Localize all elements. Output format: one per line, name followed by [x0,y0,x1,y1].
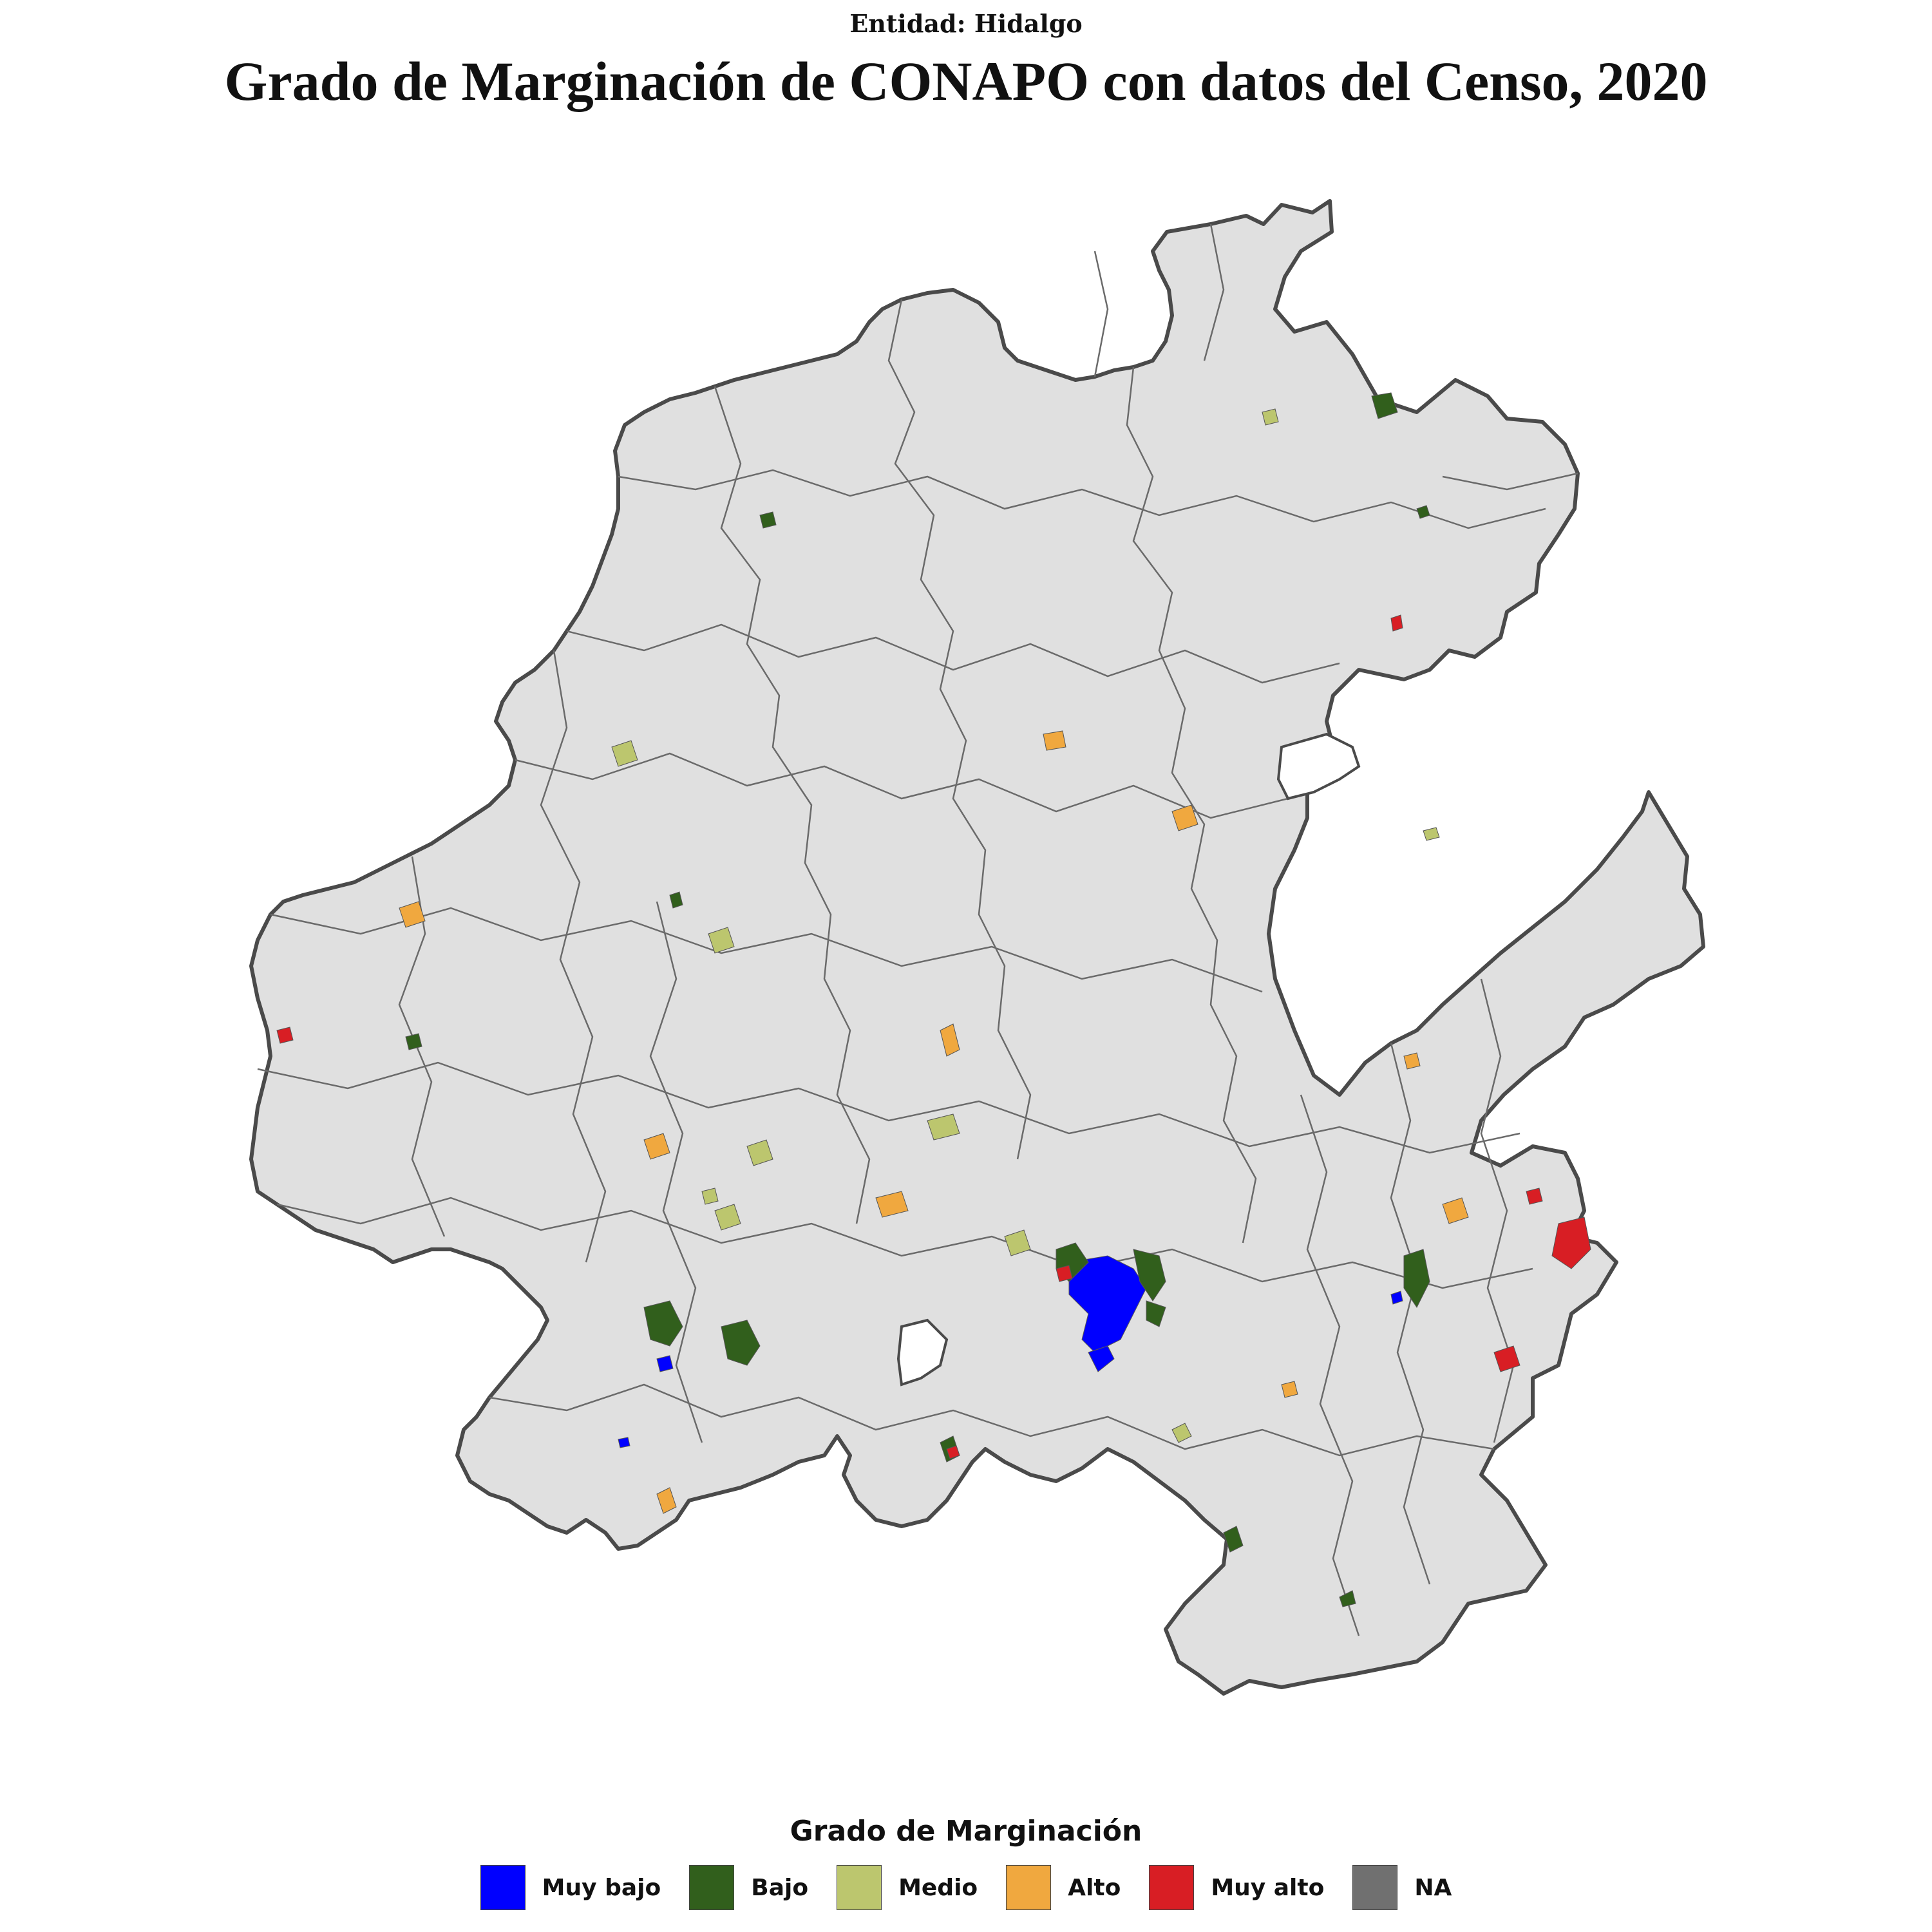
legend-item-bajo: Bajo [689,1865,808,1910]
legend-label-medio: Medio [898,1874,978,1901]
locality-bajo [1339,1590,1356,1607]
locality-bajo [1146,1300,1166,1327]
locality-alto [1171,804,1198,831]
locality-alto [940,1023,960,1057]
locality-muy-alto [1493,1345,1520,1372]
locality-medio [701,1188,719,1205]
legend-swatch-medio [837,1865,882,1910]
locality-medio [714,1204,741,1231]
legend-label-alto: Alto [1068,1874,1121,1901]
legend-swatch-alto [1006,1865,1052,1910]
locality-muy-bajo [1390,1291,1403,1305]
locality-medio [1262,408,1279,426]
locality-muy-bajo [618,1437,630,1448]
legend-item-alto: Alto [1006,1865,1121,1910]
locality-muy-alto [1390,614,1403,632]
legend-item-muy-bajo: Muy bajo [480,1865,661,1910]
locality-bajo [1223,1526,1244,1553]
legend-swatch-muy-alto [1149,1865,1195,1910]
enclave-hole [896,1318,949,1387]
locality-medio [1004,1229,1031,1256]
lake-hole [1276,732,1361,800]
map-subtitle: Entidad: Hidalgo [849,9,1083,38]
locality-medio [746,1139,773,1166]
locality-muy-bajo [1068,1255,1147,1353]
legend: Muy bajo Bajo Medio Alto Muy alto NA [0,1865,1932,1910]
locality-bajo [405,1033,422,1050]
locality-alto [875,1191,909,1218]
legend-title: Grado de Marginación [790,1815,1142,1848]
legend-label-na: NA [1414,1874,1452,1901]
locality-bajo [1416,505,1430,519]
legend-label-bajo: Bajo [751,1874,809,1901]
legend-item-muy-alto: Muy alto [1149,1865,1324,1910]
map-title: Grado de Marginación de CONAPO con datos… [224,50,1708,112]
legend-label-muy-alto: Muy alto [1211,1874,1325,1901]
locality-alto [643,1133,670,1160]
locality-medio [708,927,735,954]
locality-medio [611,740,638,767]
locality-alto [399,901,426,928]
locality-medio [1423,827,1440,841]
locality-medio [1171,1423,1192,1443]
locality-bajo [669,891,683,909]
legend-swatch-muy-bajo [480,1865,526,1910]
locality-bajo [721,1320,761,1366]
locality-patches [276,392,1591,1607]
locality-bajo [1403,1249,1430,1308]
locality-muy-alto [1056,1265,1073,1282]
locality-alto [1281,1381,1298,1398]
legend-label-muy-bajo: Muy bajo [542,1874,661,1901]
legend-swatch-na [1352,1865,1398,1910]
legend-item-medio: Medio [837,1865,978,1910]
locality-alto [1403,1052,1421,1070]
locality-muy-alto [1551,1217,1591,1269]
locality-bajo [1371,392,1398,419]
locality-muy-alto [276,1027,294,1044]
locality-muy-bajo [656,1355,674,1372]
locality-bajo [759,511,777,529]
locality-muy-alto [1526,1188,1543,1205]
locality-muy-bajo [1088,1345,1115,1372]
legend-swatch-bajo [689,1865,735,1910]
locality-alto [1442,1197,1469,1224]
locality-alto [656,1487,677,1514]
locality-muy-alto [946,1445,960,1459]
locality-bajo [643,1300,683,1347]
locality-alto [1043,730,1066,751]
locality-bajo [1133,1249,1166,1302]
state-outline [249,199,1705,1696]
locality-medio [927,1113,960,1141]
legend-item-na: NA [1352,1865,1452,1910]
